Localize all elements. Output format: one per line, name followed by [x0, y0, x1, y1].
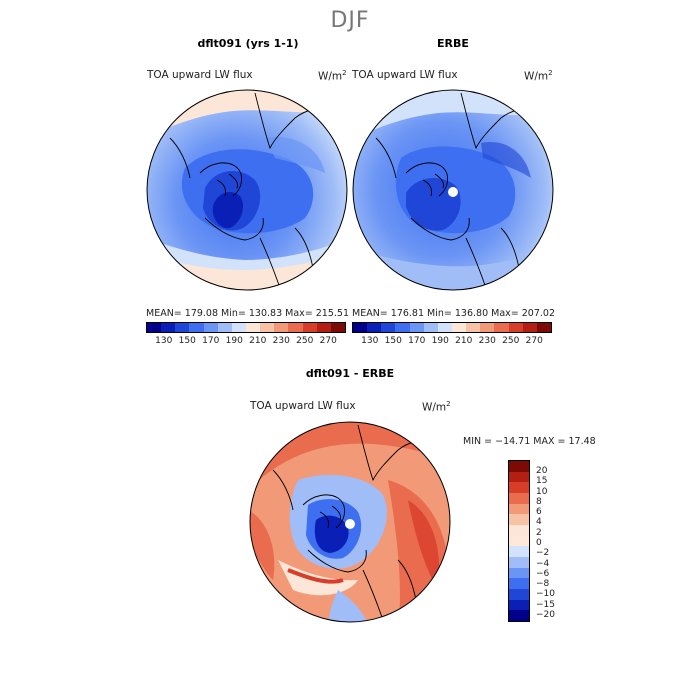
colorbar-left-swatch — [274, 323, 289, 332]
colorbar-left-swatch — [147, 323, 162, 332]
colorbar-left-tick-label: 230 — [272, 336, 290, 346]
colorbar-left-tick-label: 150 — [178, 336, 196, 346]
colorbar-right-swatch — [480, 323, 495, 332]
colorbar-left-swatch — [245, 323, 261, 332]
colorbar-diff-tick-label: 4 — [536, 517, 542, 528]
colorbar-diff-swatch — [509, 503, 529, 515]
panel-left-colorbar: 130 150 170 190 210 230 250 270 — [146, 322, 346, 346]
panel-right-variable-label: TOA upward LW flux — [352, 69, 458, 81]
colorbar-right-tick-label: 150 — [384, 336, 402, 346]
colorbar-diff-swatch — [509, 567, 529, 579]
panel-diff-colorbar: 20 15 10 8 6 4 2 0 −2 −4 −6 −8 −10 −15 −20 — [508, 460, 555, 622]
colorbar-right-swatch — [381, 323, 396, 332]
colorbar-diff-swatch — [509, 599, 529, 611]
panel-diff-map — [249, 421, 451, 623]
colorbar-right-tick-label: 230 — [478, 336, 496, 346]
colorbar-left-swatch — [288, 323, 303, 332]
page-title: DJF — [330, 8, 370, 33]
colorbar-diff-swatch — [509, 578, 529, 590]
panel-right-stats: MEAN= 176.81 Min= 136.80 Max= 207.02 — [352, 308, 556, 319]
panel-diff-variable-label: TOA upward LW flux — [250, 400, 356, 412]
colorbar-right-swatch — [353, 323, 368, 332]
panel-left-map — [146, 89, 348, 291]
colorbar-diff-tick-label: −4 — [536, 558, 550, 569]
panel-right-units: W/m2 — [524, 69, 553, 83]
panel-diff-units: W/m2 — [422, 400, 451, 414]
colorbar-diff-swatch — [509, 514, 529, 526]
colorbar-right-tick-label: 250 — [502, 336, 520, 346]
panel-diff-minmax: MIN = −14.71 MAX = 17.48 — [463, 436, 596, 447]
panel-left-title: dflt091 (yrs 1-1) — [197, 37, 299, 50]
colorbar-left-swatch — [161, 323, 176, 332]
colorbar-right-tick-label: 130 — [361, 336, 379, 346]
colorbar-diff-tick-label: −6 — [536, 568, 550, 579]
colorbar-diff-tick-label: 15 — [536, 476, 548, 487]
colorbar-diff-swatch — [509, 493, 529, 504]
colorbar-left-tick-label: 130 — [155, 336, 173, 346]
colorbar-left-swatch — [231, 323, 246, 332]
panel-left-variable-label: TOA upward LW flux — [147, 69, 253, 81]
panel-left-stats: MEAN= 179.08 Min= 130.83 Max= 215.51 — [146, 308, 350, 319]
colorbar-left-swatch — [260, 323, 275, 332]
colorbar-diff-tick-label: 6 — [536, 507, 542, 518]
colorbar-diff-tick-label: 20 — [536, 466, 548, 477]
colorbar-right-swatch — [367, 323, 382, 332]
colorbar-diff-swatch — [509, 535, 529, 547]
panel-diff-title: dflt091 - ERBE — [305, 367, 395, 380]
colorbar-diff-swatch — [509, 589, 529, 600]
pole-mask — [448, 187, 458, 197]
colorbar-diff-swatch — [509, 461, 529, 472]
panel-left-units: W/m2 — [318, 69, 347, 83]
panel-right-title: ERBE — [437, 37, 469, 50]
colorbar-diff-swatch — [509, 525, 529, 536]
colorbar-right-swatch — [536, 323, 551, 332]
colorbar-right-swatch — [508, 323, 523, 332]
colorbar-left-swatch — [316, 323, 331, 332]
colorbar-right-tick-label: 270 — [525, 336, 543, 346]
colorbar-left-swatch — [217, 323, 232, 332]
colorbar-right-swatch — [466, 323, 481, 332]
colorbar-left-tick-label: 270 — [319, 336, 337, 346]
colorbar-right-swatch — [437, 323, 452, 332]
colorbar-diff-tick-label: 8 — [536, 496, 542, 507]
colorbar-right-swatch — [494, 323, 509, 332]
colorbar-right-swatch — [395, 323, 410, 332]
colorbar-right-tick-label: 210 — [455, 336, 473, 346]
colorbar-diff-tick-label: 0 — [536, 537, 542, 548]
panel-right-map — [352, 89, 554, 291]
colorbar-right-swatch — [409, 323, 424, 332]
colorbar-left-swatch — [302, 323, 317, 332]
colorbar-diff-tick-label: −8 — [536, 579, 550, 590]
colorbar-right-swatch — [451, 323, 467, 332]
colorbar-right-tick-label: 170 — [408, 336, 426, 346]
panel-right-colorbar: 130 150 170 190 210 230 250 270 — [352, 322, 552, 346]
colorbar-diff-swatch — [509, 546, 529, 558]
colorbar-diff-tick-label: 2 — [536, 527, 542, 538]
colorbar-diff-tick-label: −20 — [536, 609, 555, 620]
colorbar-right-swatch — [522, 323, 537, 332]
colorbar-left-tick-label: 210 — [249, 336, 267, 346]
colorbar-diff-tick-label: −2 — [536, 548, 550, 559]
colorbar-diff-swatch — [509, 471, 529, 483]
colorbar-diff-swatch — [509, 482, 529, 494]
colorbar-diff-tick-label: 10 — [536, 486, 548, 497]
colorbar-left-swatch — [330, 323, 345, 332]
colorbar-right-tick-label: 190 — [431, 336, 449, 346]
colorbar-left-swatch — [189, 323, 204, 332]
colorbar-diff-swatch — [509, 610, 529, 622]
colorbar-left-tick-label: 190 — [225, 336, 243, 346]
colorbar-left-swatch — [175, 323, 190, 332]
colorbar-left-tick-label: 170 — [202, 336, 220, 346]
colorbar-right-swatch — [423, 323, 438, 332]
colorbar-left-swatch — [203, 323, 218, 332]
colorbar-diff-tick-label: −10 — [536, 589, 555, 600]
colorbar-left-tick-label: 250 — [296, 336, 314, 346]
colorbar-diff-tick-label: −15 — [536, 599, 555, 610]
colorbar-diff-swatch — [509, 557, 529, 568]
